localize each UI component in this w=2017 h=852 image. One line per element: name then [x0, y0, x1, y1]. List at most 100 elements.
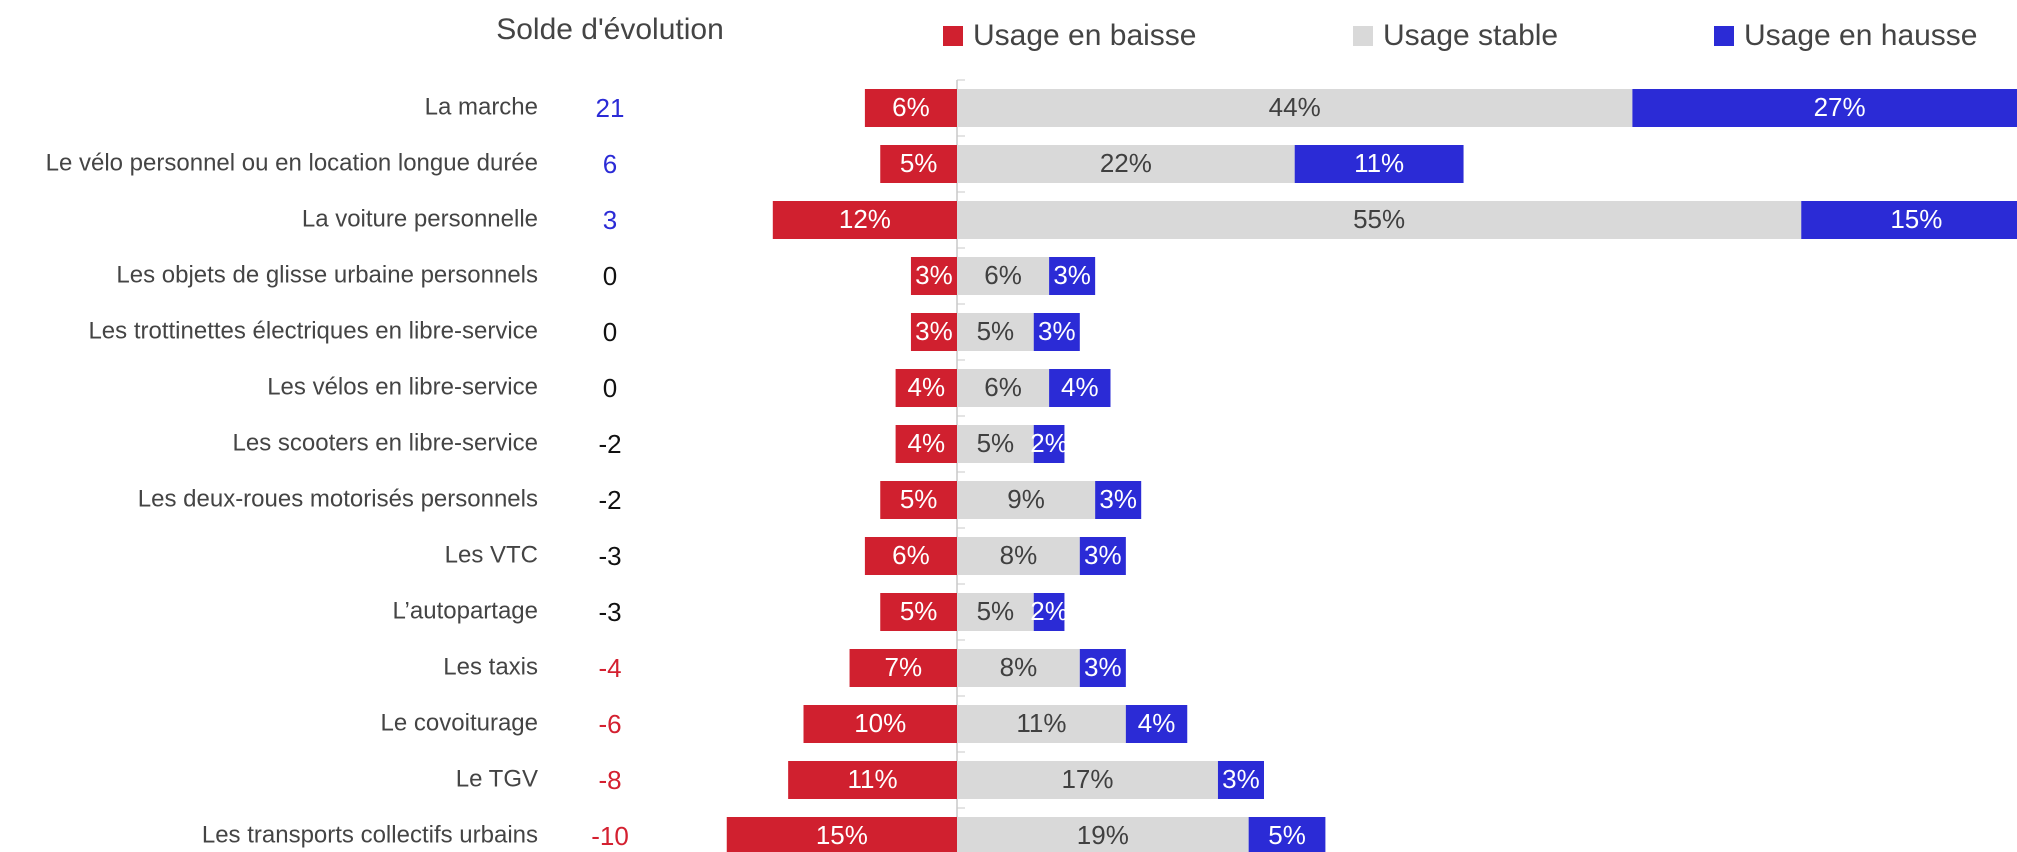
solde-value: 3	[603, 205, 617, 235]
legend-swatch	[943, 26, 963, 46]
bar-segment	[1125, 705, 1188, 743]
category-label: Les deux-roues motorisés personnels	[138, 485, 538, 512]
bar-segment	[864, 537, 957, 575]
bar-segment	[849, 649, 957, 687]
category-label: Les transports collectifs urbains	[202, 821, 538, 848]
value-label: 3%	[1084, 652, 1122, 682]
value-label: 11%	[1354, 148, 1404, 178]
bar-segment	[880, 593, 957, 631]
bar-segment	[772, 201, 957, 239]
category-label: Les trottinettes électriques en libre-se…	[88, 317, 538, 344]
value-label: 15%	[816, 820, 868, 850]
solde-title: Solde d'évolution	[496, 13, 724, 46]
bar-segment	[1033, 425, 1065, 463]
bar-segment	[1049, 369, 1111, 407]
bar-segment	[1294, 145, 1464, 183]
bar-segment	[880, 481, 957, 519]
solde-value: 6	[603, 149, 617, 179]
value-label: 55%	[1353, 204, 1405, 234]
solde-value: -2	[598, 429, 621, 459]
bar-segment	[1049, 257, 1096, 295]
bar-segment	[1248, 817, 1326, 852]
bar-segment	[864, 89, 957, 127]
bar-segment	[957, 537, 1080, 575]
solde-value: -4	[598, 653, 621, 683]
bar-segment	[957, 705, 1126, 743]
bar-segment	[1217, 761, 1264, 799]
value-label: 5%	[977, 316, 1015, 346]
solde-value: -2	[598, 485, 621, 515]
category-label: Le covoiturage	[381, 709, 538, 736]
solde-value: 0	[603, 261, 617, 291]
bar-segment	[803, 705, 957, 743]
value-label: 5%	[1268, 820, 1306, 850]
value-label: 4%	[908, 372, 946, 402]
value-label: 3%	[915, 316, 953, 346]
category-label: La voiture personnelle	[302, 205, 538, 232]
value-label: 11%	[848, 764, 898, 794]
bar-segment	[1033, 593, 1065, 631]
legend-label: Usage en hausse	[1744, 19, 1978, 52]
value-label: 6%	[984, 260, 1022, 290]
value-label: 11%	[1016, 708, 1066, 738]
solde-value: 21	[596, 93, 625, 123]
value-label: 6%	[892, 540, 930, 570]
bar-segment	[895, 425, 957, 463]
value-label: 5%	[977, 596, 1015, 626]
value-label: 12%	[839, 204, 891, 234]
bar-segment	[957, 145, 1295, 183]
legend-label: Usage stable	[1383, 19, 1558, 52]
bar-segment	[788, 761, 957, 799]
value-label: 3%	[915, 260, 953, 290]
solde-value: 0	[603, 317, 617, 347]
category-label: Les taxis	[443, 653, 538, 680]
value-label: 6%	[892, 92, 930, 122]
value-label: 27%	[1814, 92, 1866, 122]
value-label: 8%	[1000, 540, 1038, 570]
value-label: 4%	[1138, 708, 1176, 738]
bar-segment	[957, 89, 1633, 127]
solde-value: 0	[603, 373, 617, 403]
value-label: 3%	[1038, 316, 1076, 346]
value-label: 3%	[1084, 540, 1122, 570]
value-label: 5%	[900, 148, 938, 178]
category-label: L’autopartage	[393, 597, 538, 624]
value-label: 17%	[1061, 764, 1113, 794]
value-label: 2%	[1030, 596, 1068, 626]
bar-segment	[957, 593, 1034, 631]
bar-segment	[957, 201, 1802, 239]
bar-segment	[880, 145, 957, 183]
legend-label: Usage en baisse	[973, 19, 1196, 52]
value-label: 44%	[1269, 92, 1321, 122]
value-label: 10%	[854, 708, 906, 738]
value-label: 2%	[1030, 428, 1068, 458]
value-label: 5%	[900, 596, 938, 626]
bar-segment	[1079, 537, 1126, 575]
value-label: 7%	[884, 652, 922, 682]
value-label: 9%	[1007, 484, 1045, 514]
value-label: 5%	[977, 428, 1015, 458]
bar-segment	[1632, 89, 2017, 127]
bar-segment	[1095, 481, 1142, 519]
value-label: 3%	[1222, 764, 1260, 794]
value-label: 4%	[1061, 372, 1099, 402]
bar-segment	[726, 817, 957, 852]
bar-segment	[910, 313, 957, 351]
category-label: La marche	[425, 93, 538, 120]
category-label: Les vélos en libre-service	[267, 373, 538, 400]
bar-segment	[957, 481, 1096, 519]
bar-segment	[957, 649, 1080, 687]
value-label: 6%	[984, 372, 1022, 402]
category-label: Les VTC	[445, 541, 538, 568]
value-label: 8%	[1000, 652, 1038, 682]
bar-segment	[957, 313, 1034, 351]
legend-swatch	[1353, 26, 1373, 46]
value-label: 19%	[1077, 820, 1129, 850]
value-label: 3%	[1099, 484, 1137, 514]
legend-swatch	[1714, 26, 1734, 46]
category-label: Le TGV	[456, 765, 538, 792]
category-label: Le vélo personnel ou en location longue …	[46, 149, 538, 176]
bar-segment	[895, 369, 957, 407]
bar-segment	[1801, 201, 2017, 239]
